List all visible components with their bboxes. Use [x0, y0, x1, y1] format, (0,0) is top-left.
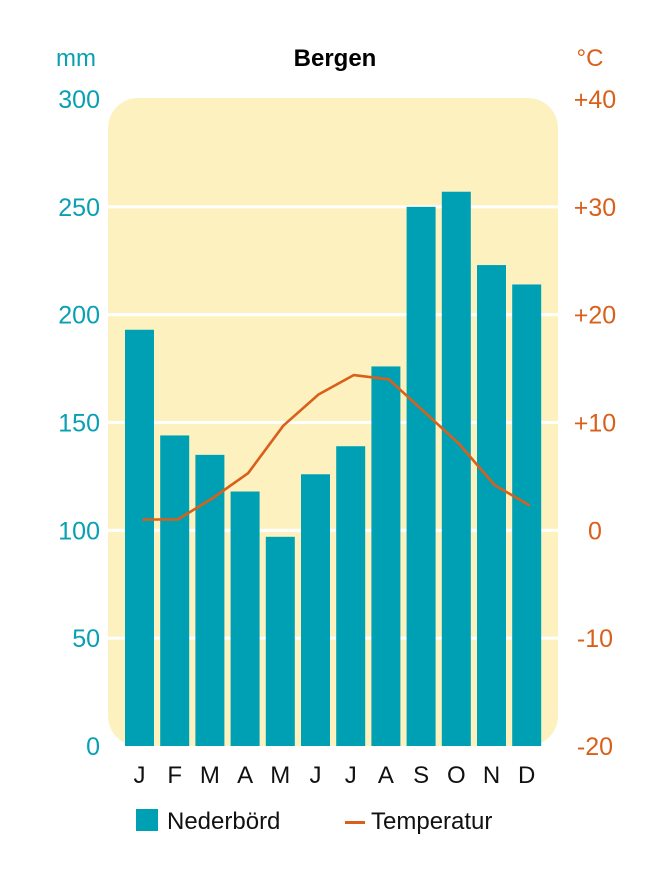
left-tick-label: 250 — [58, 194, 100, 222]
month-label: N — [483, 762, 500, 789]
legend-label-precipitation: Nederbörd — [167, 808, 280, 835]
left-axis-unit: mm — [56, 45, 96, 72]
precipitation-bar — [265, 536, 295, 746]
legend-swatch-precipitation — [136, 809, 158, 831]
right-tick-label: +40 — [574, 86, 616, 114]
month-label: O — [447, 762, 466, 789]
right-axis-ticks: -20 -10 0 +10 +20 +30 +40 — [574, 86, 616, 761]
month-label: S — [413, 762, 429, 789]
precipitation-bar — [301, 474, 330, 746]
chart-title: Bergen — [294, 45, 377, 72]
precipitation-bars — [125, 191, 542, 747]
left-tick-label: 100 — [58, 517, 100, 545]
right-tick-label: -10 — [577, 625, 613, 653]
right-tick-label: -20 — [577, 733, 613, 761]
precipitation-bar — [512, 284, 542, 746]
right-axis-unit: °C — [577, 45, 604, 72]
month-label: A — [378, 762, 394, 789]
precipitation-bar — [371, 366, 401, 746]
right-tick-label: 0 — [588, 517, 602, 545]
left-tick-label: 200 — [58, 302, 100, 330]
left-axis-ticks: 0 50 100 150 200 250 300 — [58, 86, 100, 761]
precipitation-bar — [160, 435, 190, 746]
precipitation-bar — [477, 265, 506, 746]
month-label: J — [310, 762, 322, 789]
left-tick-label: 150 — [58, 410, 100, 438]
month-label: M — [200, 762, 220, 789]
precipitation-bar — [336, 446, 366, 746]
legend-label-temperature: Temperatur — [371, 808, 492, 835]
month-label: D — [518, 762, 535, 789]
right-tick-label: +20 — [574, 302, 616, 330]
month-label: J — [134, 762, 146, 789]
left-tick-label: 0 — [86, 733, 100, 761]
month-label: M — [270, 762, 290, 789]
precipitation-bar — [125, 329, 154, 746]
month-label: A — [237, 762, 253, 789]
month-label: F — [167, 762, 182, 789]
right-tick-label: +10 — [574, 410, 616, 438]
left-tick-label: 50 — [72, 625, 100, 653]
right-tick-label: +30 — [574, 194, 616, 222]
legend: Nederbörd Temperatur — [136, 808, 492, 835]
temperature-line — [142, 373, 531, 521]
precipitation-bar — [230, 491, 260, 746]
precipitation-bar — [441, 191, 471, 746]
left-tick-label: 300 — [58, 86, 100, 114]
legend-swatch-temperature — [345, 821, 365, 824]
precipitation-bar — [406, 206, 436, 747]
precipitation-bar — [195, 454, 225, 746]
month-label: J — [345, 762, 357, 789]
